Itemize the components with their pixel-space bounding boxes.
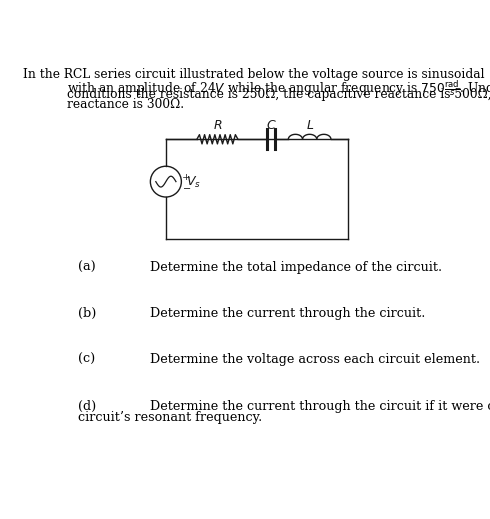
- Text: Determine the current through the circuit if it were operating at the: Determine the current through the circui…: [150, 400, 490, 413]
- Text: (c): (c): [78, 353, 96, 366]
- Text: (d): (d): [78, 400, 97, 413]
- Text: with an amplitude of 24$V$ while the angular frequency is $750\frac{\mathrm{rad}: with an amplitude of 24$V$ while the ang…: [68, 78, 490, 98]
- Text: Determine the voltage across each circuit element.: Determine the voltage across each circui…: [150, 353, 481, 366]
- Text: (a): (a): [78, 261, 96, 274]
- Text: (b): (b): [78, 307, 97, 320]
- Text: conditions the resistance is 250Ω, the capacitive reactance is 500Ω, and the ind: conditions the resistance is 250Ω, the c…: [68, 88, 490, 101]
- Text: $-$: $-$: [182, 183, 191, 192]
- Text: +: +: [182, 172, 191, 182]
- Text: reactance is 300Ω.: reactance is 300Ω.: [68, 99, 185, 112]
- Text: $C$: $C$: [266, 118, 277, 132]
- Text: In the RCL series circuit illustrated below the voltage source is sinusoidal: In the RCL series circuit illustrated be…: [23, 69, 484, 81]
- Text: $R$: $R$: [213, 118, 222, 132]
- Text: circuit’s resonant frequency.: circuit’s resonant frequency.: [78, 411, 263, 424]
- Text: Determine the current through the circuit.: Determine the current through the circui…: [150, 307, 426, 320]
- Text: Determine the total impedance of the circuit.: Determine the total impedance of the cir…: [150, 261, 442, 274]
- Text: $L$: $L$: [306, 118, 314, 132]
- Text: $V_s$: $V_s$: [186, 175, 201, 190]
